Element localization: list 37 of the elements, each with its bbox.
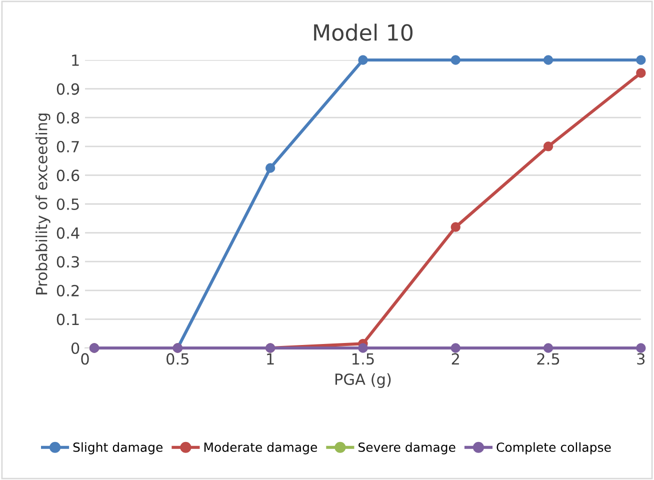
x-tick-label: 1 — [267, 353, 274, 364]
legend-label: Moderate damage — [204, 442, 318, 454]
y-tick-label: 0.7 — [56, 140, 79, 152]
x-tick-label: 2 — [452, 353, 459, 364]
point — [450, 55, 460, 65]
point — [543, 55, 554, 65]
y-tick-label: 0.3 — [56, 256, 79, 268]
point — [543, 343, 554, 353]
x-axis-title: PGA (g) — [335, 373, 391, 388]
legend-label: Complete collapse — [496, 442, 611, 454]
y-tick-label: 0.8 — [56, 112, 80, 124]
point — [450, 343, 460, 353]
point — [636, 343, 646, 353]
point — [265, 163, 276, 173]
x-tick-label: 1.5 — [352, 353, 374, 365]
x-tick-label: 0 — [81, 353, 89, 365]
point — [358, 343, 368, 353]
y-axis-title: Probability of exceeding — [36, 114, 50, 294]
point — [636, 68, 646, 78]
x-tick-label: 0.5 — [166, 353, 188, 365]
point — [450, 222, 460, 232]
y-tick-label: 1 — [72, 54, 79, 66]
x-tick-label: 2.5 — [537, 353, 560, 365]
point — [636, 55, 646, 65]
y-tick-label: 0 — [71, 342, 80, 354]
legend-label: Severe damage — [358, 442, 456, 454]
y-tick-label: 0.6 — [56, 170, 80, 182]
y-tick-label: 0.1 — [56, 314, 79, 326]
chart-title: Model 10 — [314, 24, 413, 41]
x-tick-label: 3 — [637, 353, 645, 365]
y-tick-label: 0.4 — [56, 227, 80, 239]
y-tick-label: 0.5 — [56, 198, 79, 210]
legend-label: Slight damage — [73, 442, 163, 454]
point — [543, 142, 554, 152]
y-tick-label: 0.9 — [56, 83, 80, 95]
point — [358, 55, 368, 65]
y-tick-label: 0.2 — [56, 284, 79, 296]
